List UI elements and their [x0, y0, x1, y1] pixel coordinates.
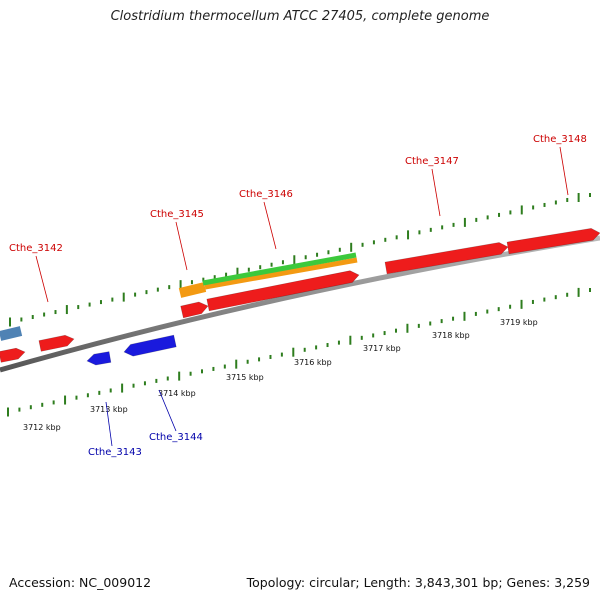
gene-arrow-forward: [506, 228, 600, 255]
scale-label: 3715 kbp: [226, 373, 264, 382]
map-title: Clostridium thermocellum ATCC 27405, com…: [110, 9, 490, 24]
gene-labels: Cthe_3142 Cthe_3143 Cthe_3144 Cthe_3145 Cthe…: [9, 134, 587, 458]
scale-label: 3712 kbp: [23, 423, 61, 432]
gene-arrow-forward: [180, 301, 209, 319]
gene-label: Cthe_3143: [88, 447, 142, 458]
gene-label: Cthe_3144: [149, 432, 203, 443]
outer-tick-row: [9, 192, 591, 327]
gene-label: Cthe_3146: [239, 189, 293, 200]
scale-label: 3713 kbp: [90, 405, 128, 414]
topology-text: Topology: circular; Length: 3,843,301 bp…: [246, 575, 590, 590]
gene-arrow-forward: [206, 270, 360, 312]
gene-arrow-reverse: [86, 351, 112, 366]
scale-label: 3716 kbp: [294, 358, 332, 367]
gene-leader-line: [263, 201, 277, 250]
gene-leader-line: [158, 389, 177, 432]
gene-label: Cthe_3145: [150, 209, 204, 220]
gene-label: Cthe_3142: [9, 243, 63, 254]
gene-arrow-forward: [38, 334, 75, 352]
accession-text: Accession: NC_009012: [9, 575, 152, 590]
scale-ticks: [7, 192, 591, 417]
scale-label: 3719 kbp: [500, 318, 538, 327]
inner-tick-row: [7, 287, 591, 417]
gene-label: Cthe_3147: [405, 156, 459, 167]
gene-leader-line: [175, 221, 188, 271]
scale-label: 3714 kbp: [158, 389, 196, 398]
scale-label: 3718 kbp: [432, 331, 470, 340]
feature-block-orange: [178, 282, 207, 298]
scale-label: 3717 kbp: [363, 344, 401, 353]
gene-leader-line: [35, 255, 49, 303]
gene-arrow-forward: [0, 347, 26, 363]
scale-labels: 3712 kbp 3713 kbp 3714 kbp 3715 kbp 3716 kbp…: [23, 318, 538, 432]
gene-leader-line: [105, 401, 113, 447]
gene-leader-line: [431, 168, 441, 217]
gene-arrow-forward: [384, 242, 509, 275]
feature-bar-orange: [204, 257, 358, 290]
features-layer: [0, 228, 600, 366]
feature-bar-green: [202, 252, 357, 286]
gene-leader-line: [559, 146, 569, 196]
gene-arrow-reverse: [123, 334, 177, 357]
feature-block-steelblue: [0, 326, 23, 341]
gene-label: Cthe_3148: [533, 134, 587, 145]
